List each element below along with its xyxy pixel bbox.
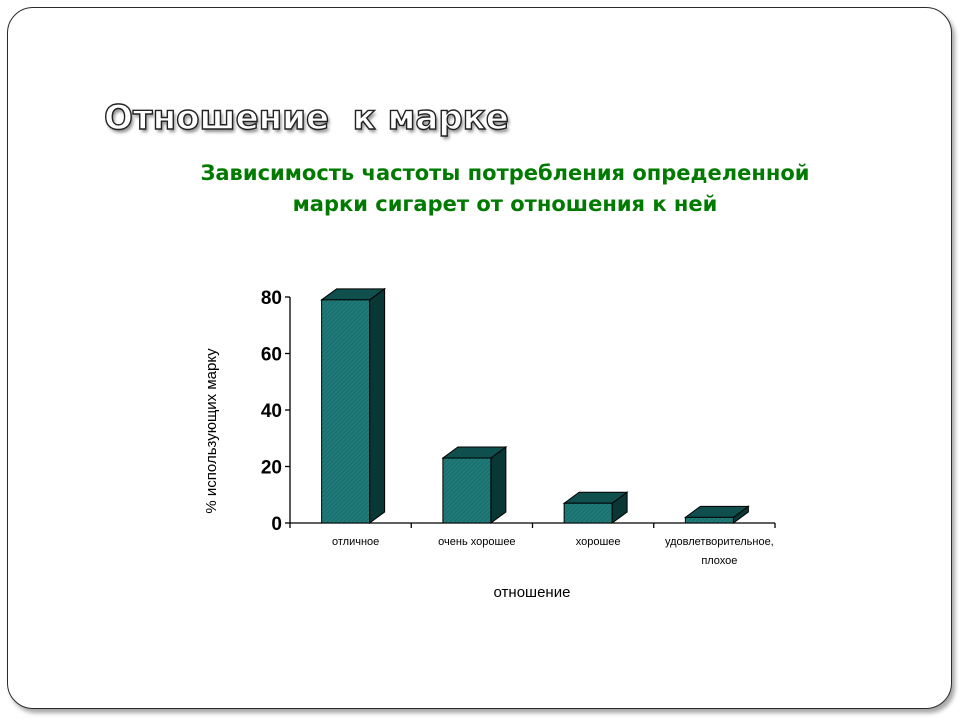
y-tick-label: 60	[261, 345, 282, 366]
y-tick-label: 20	[261, 458, 282, 479]
bar	[684, 516, 734, 524]
x-tick-label: отличное	[332, 536, 379, 548]
x-tick-label: плохое	[701, 555, 737, 567]
x-tick-label: удовлетворительное,	[665, 536, 774, 548]
x-axis-title: отношение	[494, 584, 571, 601]
y-tick-label: 0	[271, 514, 282, 535]
x-tick-label: очень хорошее	[438, 536, 515, 548]
slide-title: Отношение к марке	[103, 97, 509, 138]
bar-side	[369, 287, 386, 524]
bar	[321, 299, 371, 524]
bar	[442, 457, 492, 524]
y-tick-label: 40	[261, 401, 282, 422]
bar	[563, 502, 613, 524]
subtitle-line-2: марки сигарет от отношения к ней	[292, 192, 718, 216]
slide-frame	[7, 7, 952, 709]
y-tick-label: 80	[261, 288, 282, 309]
chart-subtitle: Зависимость частоты потребления определе…	[100, 158, 910, 220]
bar-side	[490, 446, 507, 524]
x-tick-label: хорошее	[576, 536, 621, 548]
subtitle-line-1: Зависимость частоты потребления определе…	[200, 161, 810, 185]
y-axis-title: % использующих марку	[203, 348, 220, 514]
